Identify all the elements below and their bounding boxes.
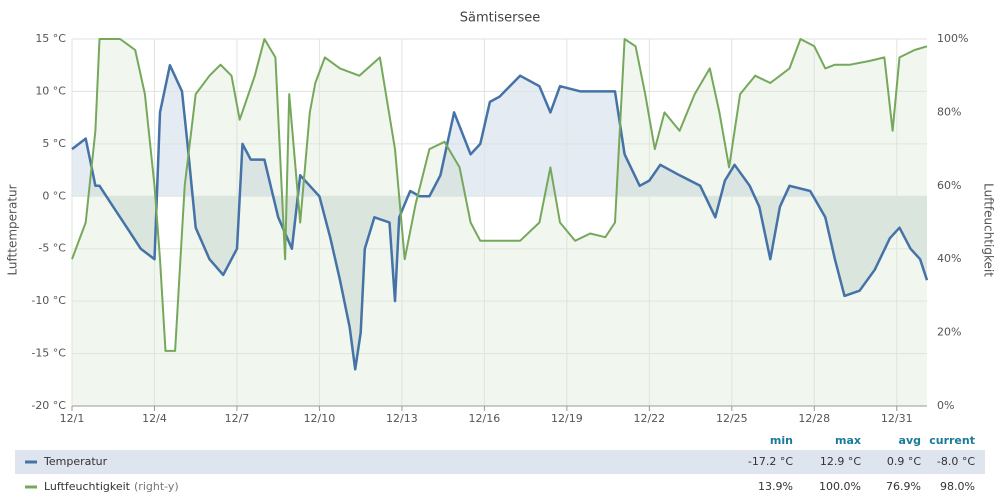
y-tick-label: 0 °C: [42, 189, 66, 202]
y-tick-label: 5 °C: [42, 137, 66, 150]
column-header: min: [770, 434, 793, 447]
y-tick-label: 15 °C: [35, 32, 66, 45]
line: [71, 63, 929, 371]
x-tick-label: 12/1: [60, 412, 85, 425]
stat-value: 98.0%: [940, 480, 975, 493]
y-axis-title: Lufttemperatur: [6, 184, 20, 275]
x-tick-label: 12/22: [633, 412, 665, 425]
y2-tick-label: 100%: [937, 32, 968, 45]
y2-tick-label: 20%: [937, 326, 961, 339]
stat-value: -17.2 °C: [748, 455, 793, 468]
stat-value: 13.9%: [758, 480, 793, 493]
stat-value: 100.0%: [819, 480, 861, 493]
legend-label: Temperatur: [43, 455, 108, 468]
stat-value: -8.0 °C: [937, 455, 975, 468]
chart-title: Sämtisersee: [460, 11, 540, 26]
legend-table: min max avg current Temperatur -17.2 °C 12.9 °…: [15, 434, 985, 493]
area: [72, 39, 927, 406]
x-tick-label: 12/7: [225, 412, 250, 425]
legend-name: Luftfeuchtigkeit: [44, 480, 131, 493]
x-tick-label: 12/28: [798, 412, 830, 425]
column-header: current: [929, 434, 975, 447]
stat-value: 76.9%: [886, 480, 921, 493]
legend-label: Luftfeuchtigkeit (right-y): [44, 480, 179, 493]
x-tick-label: 12/10: [304, 412, 336, 425]
y2-tick-label: 60%: [937, 179, 961, 192]
column-header: max: [835, 434, 861, 447]
y2-axis-title: Luftfeuchtigkeit: [982, 183, 996, 277]
y2-tick-label: 0%: [937, 399, 954, 412]
column-header: avg: [899, 434, 921, 447]
legend-swatch: [25, 485, 37, 489]
row-highlight: [15, 450, 985, 474]
plot-area: [71, 38, 929, 411]
y2-tick-label: 80%: [937, 105, 961, 118]
x-tick-label: 12/16: [469, 412, 501, 425]
x-tick-label: 12/19: [551, 412, 583, 425]
area-below: [106, 197, 927, 370]
y-tick-label: -15 °C: [31, 347, 66, 360]
y2-tick-label: 40%: [937, 252, 961, 265]
stat-value: 0.9 °C: [887, 455, 921, 468]
y-tick-label: -10 °C: [31, 294, 66, 307]
x-tick-label: 12/13: [386, 412, 418, 425]
x-tick-label: 12/31: [881, 412, 913, 425]
y-tick-label: 10 °C: [35, 84, 66, 97]
line: [71, 38, 928, 352]
x-tick-label: 12/4: [142, 412, 167, 425]
legend-swatch: [25, 460, 37, 464]
legend-name: Temperatur: [43, 455, 108, 468]
y-tick-label: -20 °C: [31, 399, 66, 412]
x-tick-label: 12/25: [716, 412, 748, 425]
legend-suffix: (right-y): [134, 480, 179, 493]
area-above: [72, 65, 927, 197]
y-tick-label: -5 °C: [38, 242, 66, 255]
stat-value: 12.9 °C: [820, 455, 861, 468]
